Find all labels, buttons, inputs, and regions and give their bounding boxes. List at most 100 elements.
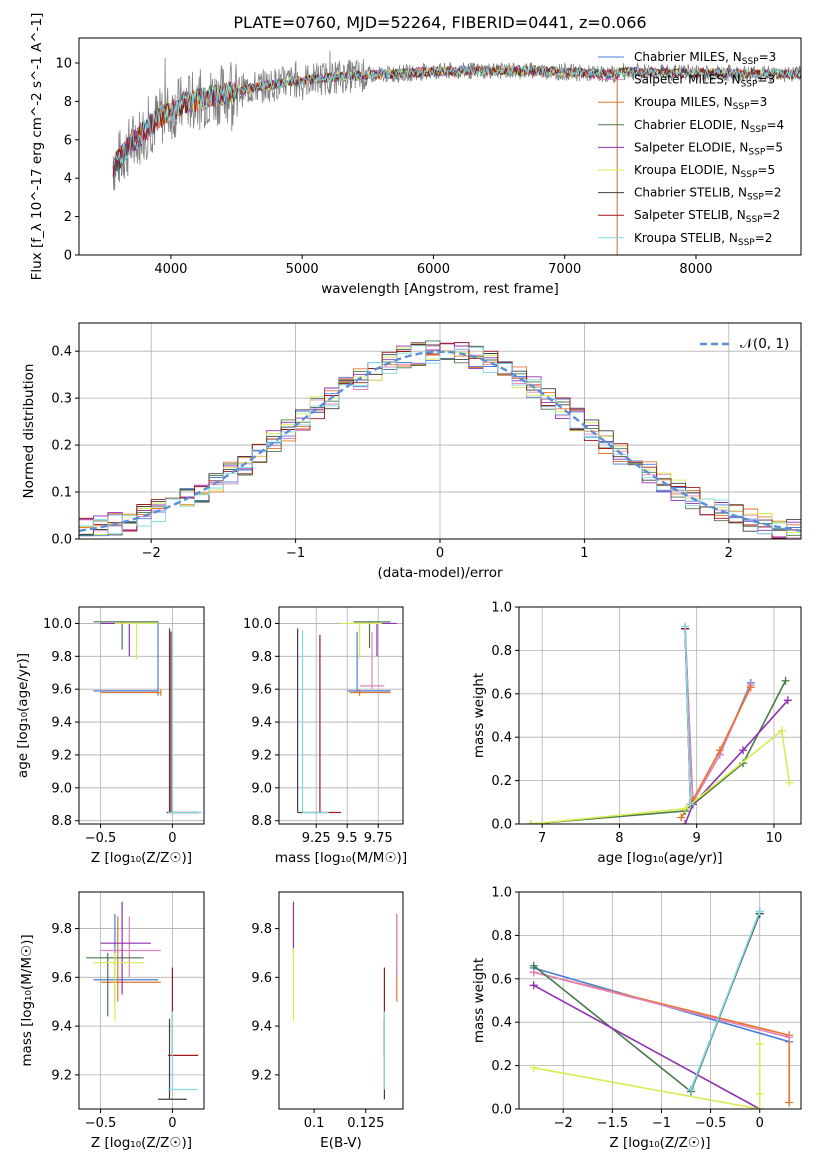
y-axis-label: Normed distribution	[21, 364, 37, 499]
y-axis-label: mass [log₁₀(M/M☉)]	[19, 934, 35, 1066]
x-tick-label: −0.5	[85, 1116, 117, 1131]
axes-frame	[518, 891, 802, 1110]
weight-series	[533, 971, 790, 1039]
x-axis-label: age [log₁₀(age/yr)]	[597, 850, 722, 866]
data-point	[746, 683, 755, 692]
y-tick-label: 9.2	[51, 1068, 72, 1083]
plot-area	[79, 340, 801, 539]
data-point	[686, 1085, 695, 1094]
y-tick-label: 9.2	[251, 1068, 272, 1083]
legend-entry: Salpeter MILES, NSSP=3	[634, 73, 775, 90]
y-tick-label: 0.8	[491, 929, 512, 944]
plot-area	[297, 621, 397, 814]
weight-series	[533, 984, 761, 1109]
y-axis-label: Flux [f_λ 10^-17 erg cm^-2 s^-1 A^-1]	[29, 13, 45, 281]
plot-area	[526, 622, 794, 824]
y-tick-label: 8	[64, 95, 72, 110]
y-tick-label: 9.2	[251, 748, 272, 763]
axes-frame	[78, 606, 205, 825]
data-point	[755, 1039, 764, 1048]
figure-title: PLATE=0760, MJD=52264, FIBERID=0441, z=0…	[233, 13, 646, 32]
panel-mass-vs-z: −0.5 0 9.2 9.4 9.6 9.8 Z [log₁₀(Z/Z☉)] mass [lo…	[19, 891, 205, 1151]
y-tick-label: 9.8	[51, 922, 72, 937]
legend-entry: Kroupa ELODIE, NSSP=5	[634, 163, 775, 180]
y-tick-label: 0.3	[51, 392, 72, 407]
y-tick-label: 4	[64, 172, 72, 187]
x-tick-label: −2	[142, 546, 161, 561]
x-axis-label: Z [log₁₀(Z/Z☉)]	[91, 850, 192, 866]
data-point	[715, 746, 724, 755]
x-tick-label: −1.5	[597, 1116, 629, 1131]
x-tick-label: 9	[693, 831, 701, 846]
axes-frame	[518, 606, 802, 825]
y-tick-label: 9.8	[251, 922, 272, 937]
axes-frame	[78, 322, 802, 540]
data-point	[686, 800, 695, 809]
weight-series	[533, 1043, 761, 1109]
x-axis-label: Z [log₁₀(Z/Z☉)]	[91, 1135, 192, 1151]
x-tick-label: 6000	[417, 262, 450, 277]
x-tick-label: 9.5	[337, 831, 358, 846]
x-tick-label: 4000	[154, 262, 187, 277]
y-tick-label: 1.0	[491, 601, 512, 616]
y-tick-label: 0	[64, 249, 72, 264]
weight-series	[684, 699, 789, 824]
y-tick-label: 0.0	[51, 533, 72, 548]
x-tick-label: 10	[766, 831, 783, 846]
data-point	[755, 907, 764, 916]
model-spectrum	[112, 64, 801, 175]
y-tick-label: 9.4	[51, 716, 72, 731]
data-point	[783, 696, 792, 705]
x-tick-label: −2	[554, 1116, 573, 1131]
data-point	[755, 1105, 764, 1109]
x-axis-label: Z [log₁₀(Z/Z☉)]	[609, 1135, 710, 1151]
y-tick-label: 9.2	[51, 748, 72, 763]
y-tick-label: 9.6	[251, 683, 272, 698]
data-point	[681, 820, 690, 824]
legend-entry: Chabrier ELODIE, NSSP=4	[634, 118, 784, 135]
data-point	[529, 1063, 538, 1072]
axes-frame	[278, 891, 404, 1110]
data-point	[529, 961, 538, 970]
x-tick-label: −1	[286, 546, 305, 561]
legend-entry: Salpeter STELIB, NSSP=2	[634, 208, 780, 225]
x-axis-label: mass [log₁₀(M/M☉)]	[275, 850, 407, 866]
x-tick-label: −0.5	[85, 831, 117, 846]
y-tick-label: 8.8	[51, 814, 72, 829]
y-tick-label: 0.6	[491, 687, 512, 702]
weight-series	[690, 911, 761, 1090]
y-tick-label: 9.0	[251, 781, 272, 796]
panel-weight-vs-z: −2 −1.5 −1 −0.5 0 0.0 0.2 0.4 0.6 0.8 1.0 Z [log₁₀(…	[471, 886, 802, 1151]
data-point	[739, 746, 748, 755]
y-tick-label: 9.6	[51, 971, 72, 986]
y-tick-label: 0.4	[491, 1016, 512, 1031]
panel-age-vs-mass: 9.25 9.5 9.75 8.8 9.0 9.2 9.4 9.6 9.8 10.0 mass [l…	[243, 606, 407, 866]
y-tick-label: 0.0	[491, 1103, 512, 1118]
axes-frame	[278, 606, 404, 825]
data-point	[681, 804, 690, 813]
x-tick-label: 0	[756, 1116, 764, 1131]
x-tick-label: 1	[580, 546, 588, 561]
plot-area	[292, 901, 398, 1100]
y-axis-label: mass weight	[471, 958, 487, 1043]
y-tick-label: 9.8	[51, 650, 72, 665]
legend-entry: Chabrier STELIB, NSSP=2	[634, 186, 782, 203]
x-tick-label: 0.1	[304, 1116, 325, 1131]
weight-series	[684, 626, 692, 805]
panel-weight-vs-age: 7 8 9 10 0.0 0.2 0.4 0.6 0.8 1.0 age [log₁₀(age/yr…	[471, 601, 802, 866]
y-tick-label: 0.2	[491, 774, 512, 789]
panel-residual-hist: −2 −1 0 1 2 0.0 0.1 0.2 0.3 0.4 (data-model)/error…	[21, 322, 802, 581]
plot-area	[529, 907, 794, 1109]
y-tick-label: 9.0	[51, 781, 72, 796]
legend-entry: Salpeter ELODIE, NSSP=5	[634, 140, 783, 157]
legend-entry: Kroupa STELIB, NSSP=2	[634, 231, 772, 248]
weight-series	[530, 680, 787, 824]
plot-area	[86, 901, 199, 1100]
y-tick-label: 0.0	[491, 818, 512, 833]
y-tick-label: 2	[64, 210, 72, 225]
y-tick-label: 10.0	[243, 617, 272, 632]
y-tick-label: 9.4	[51, 1020, 72, 1035]
y-tick-label: 6	[64, 133, 72, 148]
